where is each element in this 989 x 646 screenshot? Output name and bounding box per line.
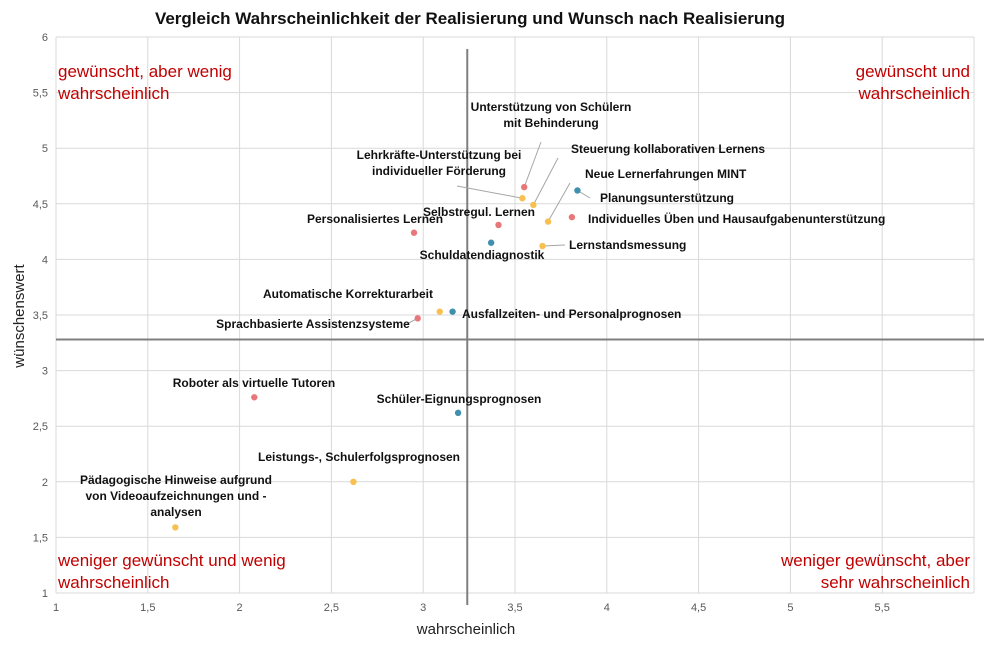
x-tick-label: 4,5 [691,602,706,614]
y-tick-label: 6 [42,32,48,44]
point-label: Leistungs-, Schulerfolgsprognosen [258,450,460,464]
y-tick-label: 5 [42,143,48,155]
data-point [251,394,258,401]
quadrant-label-top-right: gewünscht und [856,62,970,81]
quadrant-label-bottom-left: wahrscheinlich [57,573,170,592]
leader-line [542,244,566,247]
point-label: Ausfallzeiten- und Personalprognosen [462,307,681,321]
point-label: Lernstandsmessung [569,238,686,252]
point-label: individueller Förderung [372,164,506,178]
point-label: Unterstützung von Schülern [471,100,632,114]
point-label: Roboter als virtuelle Tutoren [173,376,335,390]
data-point [414,315,421,322]
x-tick-label: 3,5 [507,602,522,614]
point-label: mit Behinderung [503,116,598,130]
point-label: Pädagogische Hinweise aufgrund [80,473,272,487]
data-point [487,239,495,246]
data-point [519,195,526,202]
x-tick-label: 5,5 [875,602,890,614]
x-axis-label: wahrscheinlich [416,621,515,638]
leader-line [547,182,571,222]
quadrant-label-top-left: wahrscheinlich [57,84,170,103]
y-tick-label: 3 [42,366,48,378]
data-point [350,478,357,485]
quadrant-label-bottom-right: sehr wahrscheinlich [821,573,970,592]
data-point [544,218,552,225]
x-tick-label: 5 [787,602,793,614]
quadrant-label-bottom-left: weniger gewünscht und wenig [57,551,286,570]
data-point [410,229,418,236]
quadrant-label-top-right: wahrscheinlich [858,84,971,103]
data-point [568,213,576,221]
data-point [172,524,179,531]
x-tick-label: 3 [420,602,426,614]
quadrant-dividers [56,49,984,605]
data-point [539,242,546,250]
point-label: Personalisiertes Lernen [307,212,443,226]
y-tick-label: 2 [42,477,48,489]
data-point [530,201,537,209]
chart-title: Vergleich Wahrscheinlichkeit der Realisi… [155,9,785,28]
grid [55,36,975,594]
x-tick-label: 2,5 [324,602,339,614]
point-label: Steuerung kollaborativen Lernens [571,142,765,156]
data-point [495,221,502,229]
y-axis-label: wünschenswert [11,263,28,368]
y-tick-label: 4,5 [33,199,48,211]
y-tick-label: 4 [42,254,48,266]
y-tick-label: 5,5 [33,88,48,100]
point-label: analysen [150,505,201,519]
data-point [574,187,581,194]
point-label: Individuelles Üben und Hausaufgabenunter… [588,211,885,226]
quadrant-label-bottom-right: weniger gewünscht, aber [780,551,970,570]
data-point [454,409,462,417]
point-label: Neue Lernerfahrungen MINT [585,167,747,181]
point-label: Planungsunterstützung [600,191,734,205]
point-label: von Videoaufzeichnungen und - [85,489,266,503]
y-tick-label: 1,5 [33,532,48,544]
point-label: Sprachbasierte Assistenzsysteme [216,317,410,331]
leader-line [523,141,542,188]
y-tick-label: 3,5 [33,310,48,322]
point-label: Schüler-Eignungsprognosen [377,392,542,406]
point-label: Selbstregul. Lernen [423,205,535,219]
y-tick-label: 2,5 [33,421,48,433]
data-point [449,308,456,315]
point-label: Schuldatendiagnostik [420,248,545,262]
y-tick-label: 1 [42,588,48,600]
x-tick-label: 1,5 [140,602,155,614]
data-points [172,183,581,531]
leader-line [532,157,559,206]
data-point [520,183,528,191]
quadrant-label-top-left: gewünscht, aber wenig [58,62,232,81]
x-tick-label: 2 [237,602,243,614]
point-labels: Unterstützung von Schülern mit Behinderun… [80,100,885,519]
leader-line [456,185,523,199]
axis-ticks: 1 1,5 2 2,5 3 3,5 4 4,5 5 5,5 1 1,5 2 2,5 3 3,5 4 4,5 5 5,5… [33,32,890,614]
data-point [436,308,443,315]
point-label: Lehrkräfte-Unterstützung bei [357,148,522,162]
x-tick-label: 1 [53,602,59,614]
quadrant-labels: gewünscht, aber wenig wahrscheinlich gewün… [57,62,970,592]
leader-lines [404,141,591,326]
point-label: Automatische Korrekturarbeit [263,287,433,301]
x-tick-label: 4 [604,602,610,614]
